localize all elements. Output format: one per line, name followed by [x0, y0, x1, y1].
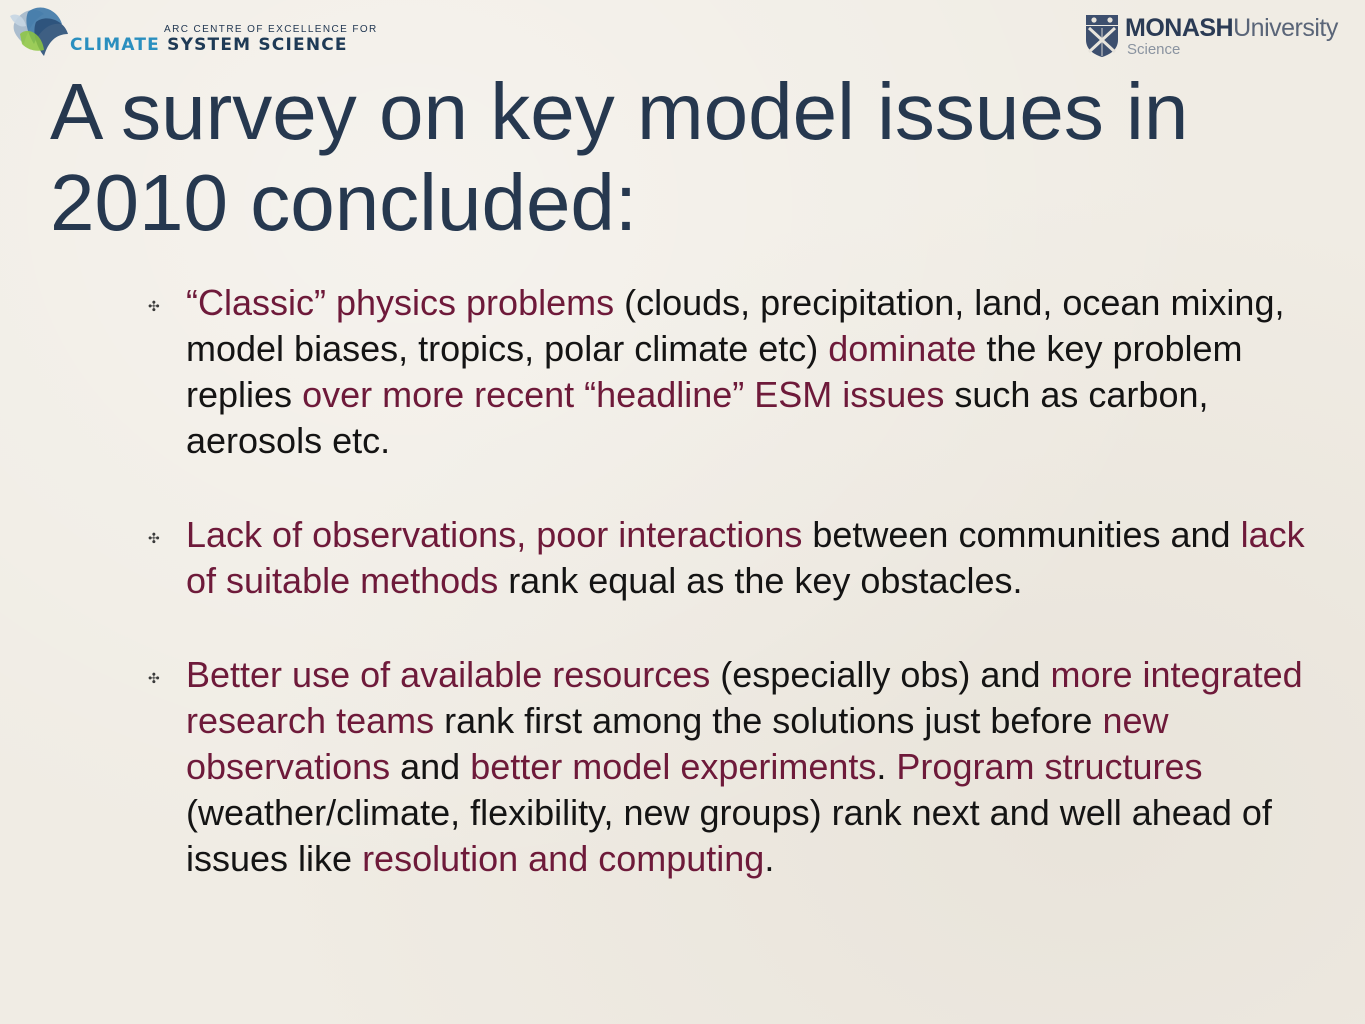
highlighted-text: Better use of available resources — [186, 654, 711, 695]
body-text: (weather/climate, flexibility, new group… — [186, 792, 1272, 879]
bullet-glyph-icon: ✣ — [148, 298, 160, 314]
body-text: (especially obs) and — [710, 654, 1051, 695]
ccss-system-science-words: SYSTEM SCIENCE — [167, 35, 348, 55]
slide-title-line-1: A survey on key model issues in — [50, 67, 1189, 156]
monash-faculty: Science — [1127, 41, 1181, 58]
highlighted-text: new observations — [186, 700, 1169, 787]
body-text: rank first among the solutions just befo… — [434, 700, 1103, 741]
monash-crest-icon — [1086, 15, 1118, 57]
bullet-item: ✣ “Classic” physics problems (clouds, pre… — [148, 280, 1338, 464]
highlighted-text: resolution and computing — [362, 838, 765, 879]
highlighted-text: dominate — [828, 328, 977, 369]
body-text: between communities and — [802, 514, 1241, 555]
bullet-item: ✣ Better use of available resources (espe… — [148, 652, 1338, 882]
highlighted-text: Program structures — [896, 746, 1203, 787]
bullet-list: ✣ “Classic” physics problems (clouds, pre… — [148, 280, 1338, 882]
bullet-item: ✣ Lack of observations, poor interactions… — [148, 512, 1338, 604]
body-text: (clouds, precipitation, land, ocean mixi… — [186, 282, 1285, 369]
bullet-glyph-icon: ✣ — [148, 670, 160, 686]
monash-university-word: University — [1233, 14, 1338, 42]
highlighted-text: “Classic” physics problems — [186, 282, 615, 323]
slide-title-line-2: 2010 concluded: — [50, 158, 638, 247]
slide-title: A survey on key model issues in 2010 conc… — [50, 66, 1340, 248]
monash-bold-word: MONASH — [1125, 14, 1234, 42]
highlighted-text: over more recent “headline” ESM issues — [302, 374, 945, 415]
ccss-wordmark: CLIMATE SYSTEM SCIENCE — [70, 35, 348, 55]
body-text: and — [390, 746, 471, 787]
ccss-climate-word: CLIMATE — [70, 35, 160, 55]
arc-ccss-logo: ARC CENTRE OF EXCELLENCE FOR CLIMATE SYS… — [6, 4, 376, 66]
highlighted-text: more integrated research teams — [186, 654, 1303, 741]
body-text: . — [764, 838, 775, 879]
body-text: . — [876, 746, 897, 787]
monash-logo: MONASHUniversity Science — [1085, 12, 1360, 62]
monash-wordmark: MONASHUniversity — [1125, 14, 1338, 43]
bullet-glyph-icon: ✣ — [148, 530, 160, 546]
body-text: rank equal as the key obstacles. — [498, 560, 1023, 601]
highlighted-text: better model experiments — [470, 746, 877, 787]
highlighted-text: Lack of observations, poor interactions — [186, 514, 803, 555]
leaf-logo-icon — [10, 7, 68, 56]
highlighted-text: lack of suitable methods — [186, 514, 1305, 601]
body-text: such as carbon, aerosols etc. — [186, 374, 1209, 461]
ccss-tagline: ARC CENTRE OF EXCELLENCE FOR — [164, 24, 378, 35]
body-text: the key problem replies — [186, 328, 1243, 415]
